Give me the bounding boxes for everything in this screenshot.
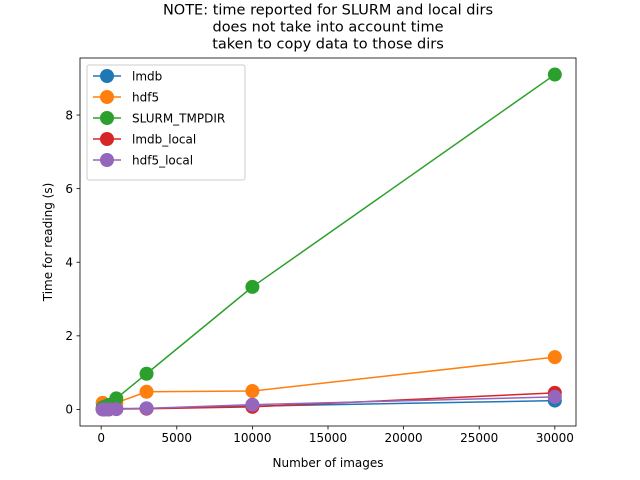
data-point <box>547 389 562 404</box>
x-tick-label: 5000 <box>162 431 193 445</box>
legend-marker <box>100 153 114 167</box>
y-tick-label: 8 <box>65 108 73 122</box>
legend-item-lmdb: lmdb <box>93 69 162 83</box>
legend-label: SLURM_TMPDIR <box>132 111 225 125</box>
legend: lmdb hdf5 SLURM_TMPDIR lmdb_local hdf5_local <box>86 64 246 181</box>
legend-label: hdf5_local <box>132 153 193 167</box>
legend-item-lmdb-local: lmdb_local <box>93 132 196 146</box>
data-point <box>547 350 562 365</box>
y-tick-label: 0 <box>65 403 73 417</box>
series-line <box>102 396 555 411</box>
legend-marker <box>100 69 114 83</box>
data-point <box>139 401 154 416</box>
series-lmdb <box>95 393 562 417</box>
series-line <box>102 356 555 406</box>
data-point <box>547 67 562 82</box>
x-tick-label: 10000 <box>233 431 271 445</box>
data-point <box>139 366 154 381</box>
legend-label: lmdb_local <box>132 132 196 146</box>
y-axis-title: Time for reading (s) <box>41 183 55 303</box>
series-hdf5-local <box>95 389 562 417</box>
data-point <box>245 397 260 412</box>
legend-box <box>86 64 246 181</box>
data-point <box>109 402 124 417</box>
legend-marker <box>100 132 114 146</box>
chart-title: NOTE: time reported for SLURM and local … <box>163 3 493 53</box>
legend-item-hdf5-local: hdf5_local <box>93 153 193 167</box>
data-point <box>139 384 154 399</box>
legend-marker <box>100 90 114 104</box>
x-tick-label: 0 <box>97 431 105 445</box>
x-tick-label: 15000 <box>309 431 347 445</box>
plot-area <box>95 67 562 417</box>
y-tick-label: 4 <box>65 256 73 270</box>
data-point <box>245 279 260 294</box>
legend-item-hdf5: hdf5 <box>93 90 159 104</box>
y-tick-label: 2 <box>65 329 73 343</box>
x-tick-label: 30000 <box>536 431 574 445</box>
x-tick-label: 25000 <box>460 431 498 445</box>
chart-title-line-1: NOTE: time reported for SLURM and local … <box>163 3 493 19</box>
legend-item-slurm-tmpdir: SLURM_TMPDIR <box>93 111 225 125</box>
legend-label: lmdb <box>132 69 162 83</box>
legend-label: hdf5 <box>132 90 159 104</box>
y-tick-label: 6 <box>65 182 73 196</box>
x-tick-label: 20000 <box>385 431 423 445</box>
chart-title-line-3: taken to copy data to those dirs <box>212 37 444 53</box>
legend-marker <box>100 111 114 125</box>
x-axis-title: Number of images <box>272 456 383 470</box>
data-point <box>245 384 260 399</box>
axis-ticks: 0 5000 10000 15000 20000 25000 30000 0 2 4 6 8 <box>65 108 574 445</box>
chart-title-line-2: does not take into account time <box>212 20 443 36</box>
data-point <box>109 391 124 406</box>
